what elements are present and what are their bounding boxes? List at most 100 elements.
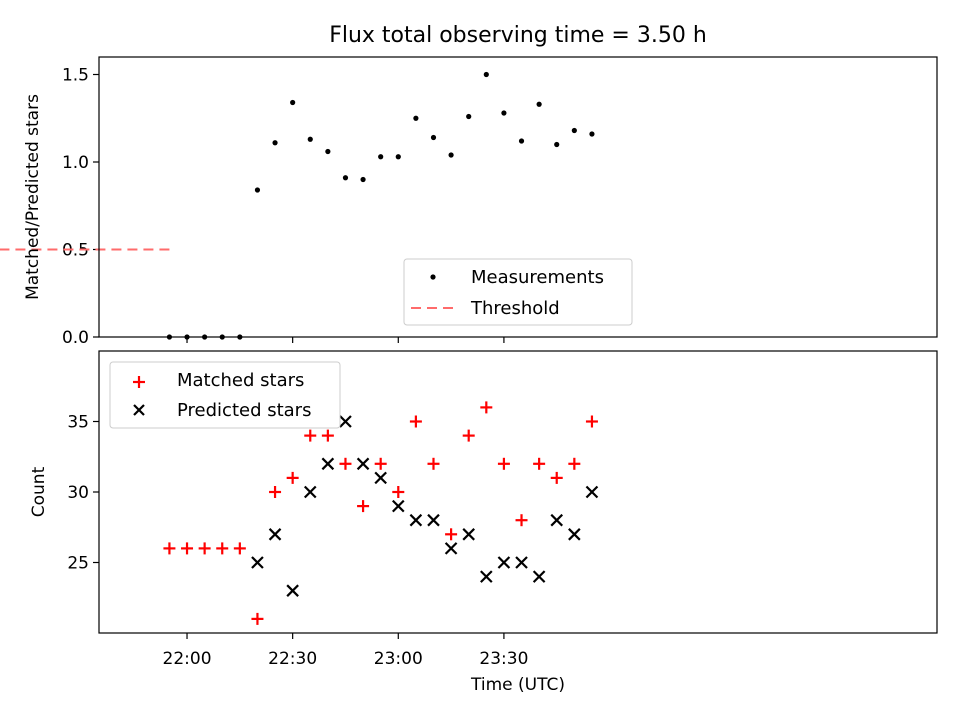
- measurement-point: [378, 154, 384, 160]
- matched-star-point: [409, 415, 422, 428]
- y-axis-label: Matched/Predicted stars: [23, 94, 43, 300]
- legend-label: Threshold: [470, 298, 560, 319]
- matched-star-point: [269, 486, 282, 498]
- matched-star-point: [392, 486, 405, 498]
- predicted-star-point: [374, 471, 387, 485]
- measurement-point: [483, 71, 489, 78]
- chart-title: Flux total observing time = 3.50 h: [329, 23, 707, 48]
- measurement-point: [307, 136, 313, 142]
- matched-star-point: [251, 612, 264, 625]
- legend-frame: [109, 361, 341, 429]
- measurement-point: [395, 154, 401, 160]
- predicted-star-point: [286, 584, 299, 597]
- y-tick-label: 30: [67, 483, 89, 503]
- predicted-marker-stroke: [444, 542, 458, 555]
- predicted-star-point: [550, 513, 564, 527]
- y-tick-label: 1.5: [62, 66, 89, 86]
- matched-star-point: [462, 429, 475, 442]
- measurement-point: [325, 148, 331, 155]
- plot-frame: [98, 56, 938, 338]
- measurement-point: [342, 175, 349, 181]
- predicted-star-point: [303, 485, 317, 499]
- predicted-star-point: [585, 485, 599, 499]
- measurement-point: [413, 115, 419, 121]
- ratio-plot: 0.0 0.5 1.0 1.5 Matched/Predicted stars Mea…: [0, 56, 938, 348]
- predicted-marker-stroke: [321, 457, 335, 471]
- measurement-point: [272, 140, 278, 146]
- matched-star-point: [198, 542, 211, 555]
- matched-star-point: [427, 457, 440, 470]
- predicted-marker-stroke: [532, 570, 546, 583]
- predicted-marker-stroke: [515, 556, 528, 569]
- predicted-star-point: [339, 415, 352, 428]
- predicted-star-point: [427, 513, 440, 527]
- matched-star-point: [357, 500, 370, 513]
- x-tick-label: 22:00: [163, 649, 212, 669]
- measurement-point: [501, 110, 507, 116]
- predicted-marker-stroke: [356, 457, 370, 471]
- measurement-point: [571, 127, 577, 134]
- matched-star-point: [515, 514, 528, 527]
- x-axis-ticks: 22:0022:3023:0023:3000:0000:3001:0001:30…: [163, 633, 528, 669]
- predicted-star-point: [409, 513, 423, 527]
- predicted-star-point: [497, 556, 511, 569]
- x-axis-label: Time (UTC): [470, 675, 565, 695]
- y-tick-label: 1.0: [62, 153, 89, 173]
- legend-frame: [403, 258, 633, 326]
- measurement-point: [536, 101, 542, 107]
- predicted-marker-stroke: [303, 485, 317, 499]
- predicted-star-point: [321, 457, 335, 471]
- legend-measurement-marker: [430, 274, 436, 280]
- predicted-marker-stroke: [497, 556, 511, 569]
- predicted-marker-stroke: [339, 415, 352, 428]
- legend-matched-marker: [133, 376, 145, 388]
- predicted-star-point: [268, 528, 282, 541]
- x-tick-label: 23:00: [374, 649, 423, 669]
- predicted-marker-stroke: [374, 471, 387, 485]
- measurement-point: [518, 138, 525, 144]
- predicted-marker-stroke: [462, 528, 475, 541]
- matched-star-point: [480, 401, 493, 414]
- predicted-star-point: [444, 542, 458, 555]
- matched-star-point: [181, 542, 194, 555]
- matched-star-point: [339, 457, 352, 470]
- predicted-marker-stroke: [568, 528, 581, 541]
- predicted-marker-stroke: [286, 584, 299, 597]
- predicted-star-point: [462, 528, 475, 541]
- matched-star-point: [533, 457, 546, 470]
- predicted-star-point: [392, 499, 405, 513]
- matched-star-point: [374, 457, 387, 470]
- matched-star-point: [233, 542, 246, 555]
- matched-star-point: [163, 542, 176, 555]
- y-tick-label: 25: [67, 554, 89, 574]
- legend: Matched stars Predicted stars: [109, 361, 341, 429]
- matched-star-point: [497, 457, 510, 470]
- measurement-point: [430, 134, 437, 141]
- measurement-point: [290, 99, 296, 106]
- predicted-marker-stroke: [251, 556, 264, 569]
- y-axis-label: Count: [29, 466, 49, 517]
- predicted-marker-stroke: [427, 513, 440, 527]
- matched-star-point: [585, 415, 598, 428]
- legend-label: Matched stars: [177, 370, 304, 391]
- y-axis-ticks: 25 30 35: [67, 413, 99, 574]
- x-tick-label: 23:30: [479, 649, 528, 669]
- predicted-star-point: [532, 570, 546, 583]
- predicted-marker-stroke: [268, 528, 282, 541]
- matched-star-point: [304, 429, 317, 442]
- count-points: [163, 401, 599, 625]
- measurement-point: [589, 131, 595, 137]
- matched-star-point: [216, 542, 229, 555]
- predicted-marker-stroke: [392, 499, 405, 513]
- matched-star-point: [286, 471, 299, 484]
- y-tick-label: 0.0: [62, 328, 89, 348]
- measurement-point: [448, 152, 454, 158]
- matched-star-point: [445, 528, 458, 541]
- y-tick-label: 0.5: [62, 241, 89, 261]
- plot-frame: [98, 350, 938, 634]
- predicted-marker-stroke: [585, 485, 599, 499]
- predicted-star-point: [515, 556, 528, 569]
- legend-predicted-marker: [133, 404, 145, 416]
